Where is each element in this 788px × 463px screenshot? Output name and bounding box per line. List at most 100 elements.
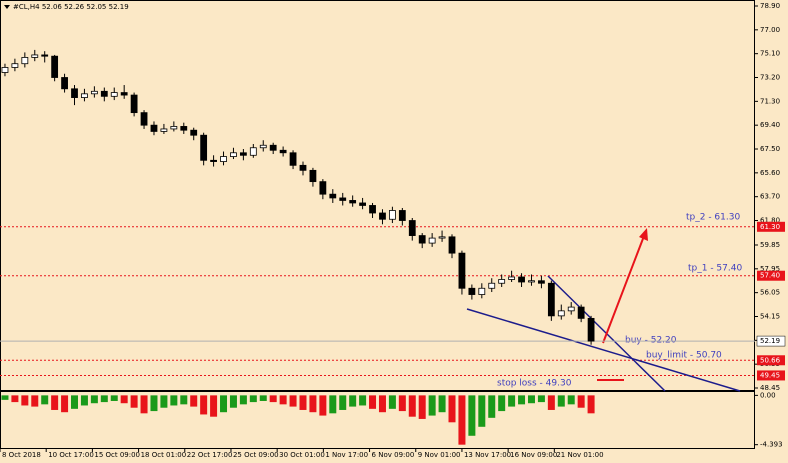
osc-bar [210, 395, 218, 417]
osc-bar [1, 395, 9, 400]
osc-bar [289, 395, 297, 407]
candle-body [329, 193, 337, 199]
lower-trendline [466, 308, 741, 392]
candle-body [339, 197, 347, 201]
osc-bar [378, 395, 386, 413]
menu-arrow[interactable] [4, 5, 10, 9]
x-tick-label: 10 Oct 17:00 [48, 451, 94, 459]
y-tick-label: 54.15 [760, 312, 780, 320]
candle-body [567, 306, 575, 312]
osc-tick-label: 0.00 [760, 391, 776, 399]
candle-body [1, 67, 9, 73]
level-box [757, 270, 785, 281]
candle-body [547, 282, 555, 317]
osc-bar [61, 395, 69, 413]
osc-bar [90, 395, 98, 404]
candle-body [11, 63, 19, 68]
candle-body [100, 90, 108, 97]
candle-body [51, 55, 59, 78]
candle-body [71, 88, 78, 98]
osc-bar [200, 395, 208, 415]
x-tick-label: 21 Nov 01:00 [556, 451, 603, 459]
osc-bar [41, 395, 49, 405]
level-label: 57.40 [760, 272, 780, 280]
candle-body [81, 93, 88, 98]
osc-bar [120, 395, 128, 404]
candle-body [369, 205, 376, 214]
osc-bar [309, 395, 317, 413]
target-arrow [602, 235, 645, 344]
candle-body [249, 147, 257, 156]
osc-bar [508, 395, 516, 407]
candle-body [398, 210, 406, 221]
candle-body [408, 220, 416, 236]
osc-bar [71, 395, 79, 409]
osc-bar [349, 395, 357, 407]
candle-body [31, 54, 39, 58]
osc-bar [329, 395, 337, 414]
candle-body [309, 169, 317, 183]
x-tick-label: 30 Oct 01:00 [279, 451, 325, 459]
osc-bar [160, 395, 168, 408]
y-tick-label: 75.10 [760, 50, 780, 58]
candle-body [110, 92, 118, 97]
candle-body [528, 280, 535, 283]
candle-body [239, 152, 247, 156]
candle-body [359, 202, 366, 206]
x-tick-label: 25 Oct 09:00 [233, 451, 279, 459]
osc-bar [527, 395, 535, 404]
y-tick-label: 63.70 [760, 193, 780, 201]
candle-body [418, 235, 426, 244]
candle-body [220, 156, 227, 162]
candle-body [428, 237, 436, 244]
osc-bar [269, 395, 277, 403]
y-tick-label: 56.05 [760, 289, 780, 297]
osc-bar [190, 395, 198, 407]
level-box [757, 370, 785, 381]
osc-bar [80, 395, 88, 406]
osc-bar [100, 395, 108, 403]
osc-bar [468, 395, 476, 436]
x-tick-label: 16 Nov 09:00 [510, 451, 557, 459]
annotation: tp_2 - 61.30 [686, 213, 740, 223]
level-box [757, 221, 785, 232]
candle-body [21, 57, 29, 65]
osc-bar [418, 395, 426, 419]
candle-body [120, 92, 128, 96]
x-tick-label: 6 Nov 09:00 [372, 451, 415, 459]
y-tick-label: 71.30 [760, 97, 780, 105]
osc-bar [587, 395, 595, 414]
y-tick-label: 78.90 [760, 2, 780, 10]
osc-bar [577, 395, 585, 408]
candle-body [190, 129, 198, 136]
y-tick-label: 65.60 [760, 169, 780, 177]
candle-body [41, 54, 49, 57]
osc-bar [478, 395, 486, 427]
level-label: 50.66 [760, 356, 781, 364]
osc-bar [180, 395, 188, 405]
candle-body [498, 279, 506, 284]
y-tick-label: 61.80 [760, 217, 780, 225]
osc-bar [567, 395, 575, 405]
candle-body [349, 200, 357, 204]
x-tick-label: 18 Oct 01:00 [141, 451, 187, 459]
level-box [757, 355, 785, 366]
osc-bar [51, 395, 59, 410]
candle-body [488, 282, 496, 289]
candle-body [160, 128, 168, 132]
y-tick-label: 73.20 [760, 74, 780, 82]
candle-body [319, 181, 327, 195]
candle-body [200, 134, 208, 161]
candle-body [508, 276, 516, 280]
osc-bar [537, 395, 545, 403]
osc-bar [547, 395, 555, 410]
candle-body [557, 310, 565, 317]
osc-bar [458, 395, 466, 445]
osc-bar [408, 395, 416, 417]
candle-body [299, 164, 307, 171]
current-price-box [756, 335, 786, 347]
y-tick-label: 77.00 [760, 26, 780, 34]
candle-body [259, 144, 267, 149]
osc-bar [279, 395, 287, 405]
osc-bar [339, 395, 347, 410]
